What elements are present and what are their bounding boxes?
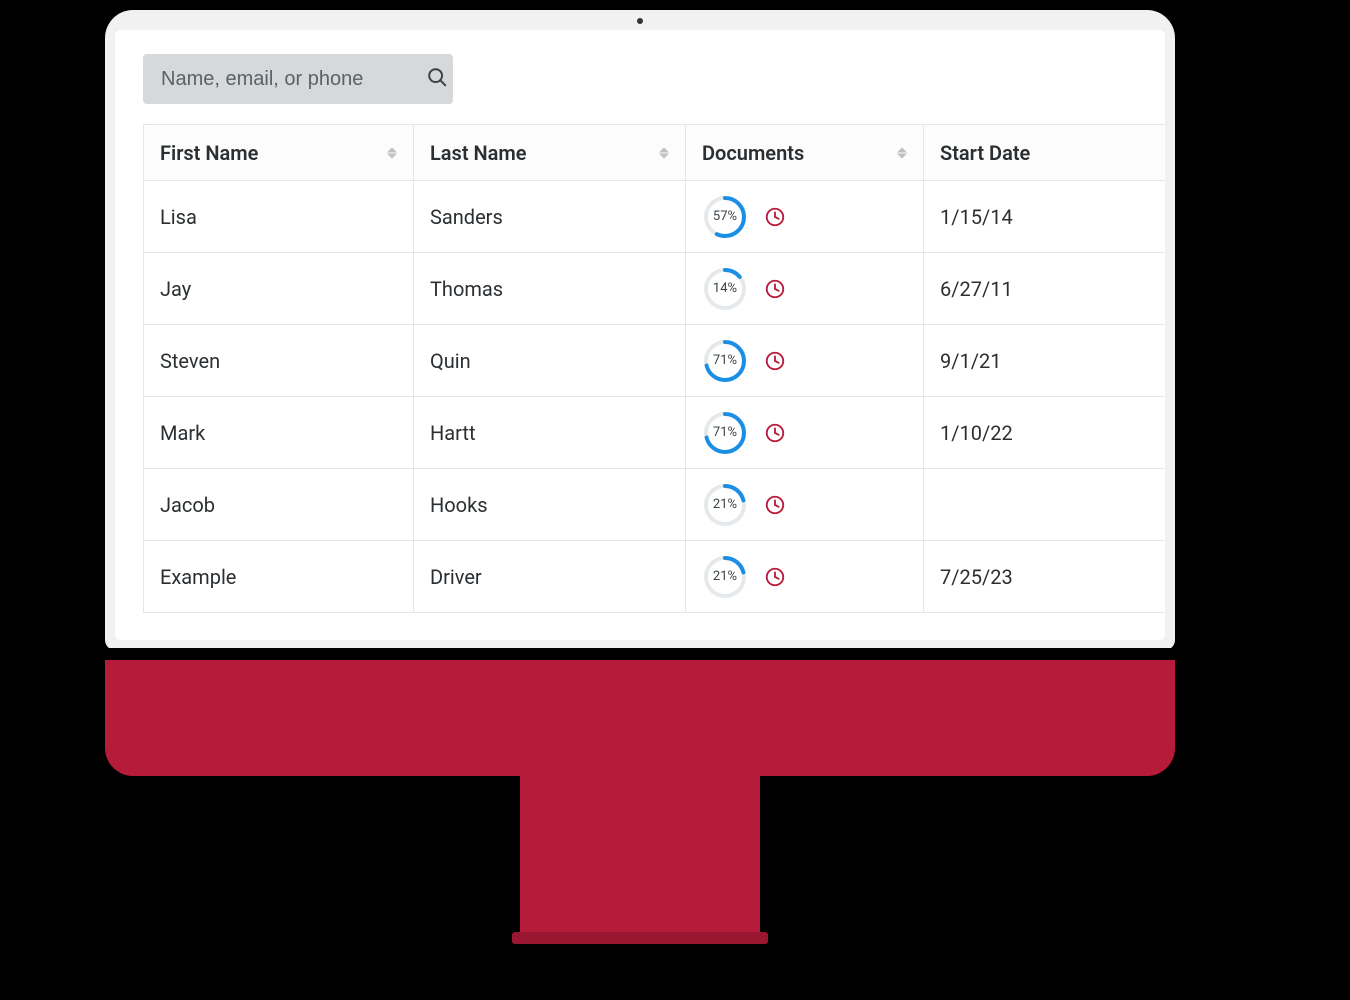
cell-documents: 57% [686, 181, 924, 253]
cell-first-name: Lisa [144, 181, 414, 253]
monitor-foot [512, 932, 768, 944]
search-box[interactable] [143, 54, 453, 104]
cell-start-date: 9/1/21 [924, 325, 1166, 397]
cell-first-name: Example [144, 541, 414, 613]
column-label: Last Name [430, 141, 527, 165]
table-row[interactable]: MarkHartt 71% 1/10/22 [144, 397, 1166, 469]
progress-ring: 57% [702, 194, 748, 240]
progress-ring: 21% [702, 554, 748, 600]
sort-icon[interactable] [387, 147, 397, 158]
column-header-start-date[interactable]: Start Date [924, 125, 1166, 181]
column-label: Start Date [940, 141, 1030, 165]
column-header-documents[interactable]: Documents [686, 125, 924, 181]
cell-last-name: Driver [414, 541, 686, 613]
monitor-frame: First Name Last Name Documents Start Dat… [105, 10, 1175, 650]
search-icon [426, 66, 448, 92]
table-row[interactable]: ExampleDriver 21% 7/25/23 [144, 541, 1166, 613]
progress-label: 71% [702, 410, 748, 456]
table-row[interactable]: LisaSanders 57% 1/15/14 [144, 181, 1166, 253]
cell-last-name: Thomas [414, 253, 686, 325]
table-row[interactable]: StevenQuin 71% 9/1/21 [144, 325, 1166, 397]
table-body: LisaSanders 57% 1/15/14 JayThomas 14% 6/27/11… [144, 181, 1166, 613]
clock-icon [764, 206, 786, 228]
clock-icon [764, 422, 786, 444]
app-screen: First Name Last Name Documents Start Dat… [115, 30, 1165, 640]
cell-documents: 71% [686, 325, 924, 397]
cell-last-name: Quin [414, 325, 686, 397]
cell-start-date [924, 469, 1166, 541]
progress-label: 14% [702, 266, 748, 312]
column-label: Documents [702, 141, 804, 165]
column-label: First Name [160, 141, 258, 165]
progress-label: 71% [702, 338, 748, 384]
progress-label: 21% [702, 554, 748, 600]
search-input[interactable] [161, 68, 426, 91]
clock-icon [764, 566, 786, 588]
cell-first-name: Steven [144, 325, 414, 397]
cell-start-date: 1/15/14 [924, 181, 1166, 253]
column-header-last-name[interactable]: Last Name [414, 125, 686, 181]
cell-first-name: Jay [144, 253, 414, 325]
clock-icon [764, 494, 786, 516]
cell-documents: 14% [686, 253, 924, 325]
column-header-first-name[interactable]: First Name [144, 125, 414, 181]
camera-dot [637, 18, 643, 24]
cell-first-name: Jacob [144, 469, 414, 541]
cell-documents: 21% [686, 469, 924, 541]
table-row[interactable]: JacobHooks 21% [144, 469, 1166, 541]
sort-icon[interactable] [897, 147, 907, 158]
cell-start-date: 7/25/23 [924, 541, 1166, 613]
sort-icon[interactable] [659, 147, 669, 158]
monitor-chin [105, 648, 1175, 660]
cell-documents: 71% [686, 397, 924, 469]
table-header-row: First Name Last Name Documents Start Dat… [144, 125, 1166, 181]
cell-last-name: Hartt [414, 397, 686, 469]
clock-icon [764, 278, 786, 300]
cell-start-date: 6/27/11 [924, 253, 1166, 325]
cell-start-date: 1/10/22 [924, 397, 1166, 469]
cell-documents: 21% [686, 541, 924, 613]
cell-last-name: Sanders [414, 181, 686, 253]
progress-ring: 71% [702, 338, 748, 384]
drivers-table: First Name Last Name Documents Start Dat… [143, 124, 1165, 613]
cell-first-name: Mark [144, 397, 414, 469]
progress-ring: 71% [702, 410, 748, 456]
progress-label: 57% [702, 194, 748, 240]
monitor-stand [520, 776, 760, 936]
clock-icon [764, 350, 786, 372]
table-row[interactable]: JayThomas 14% 6/27/11 [144, 253, 1166, 325]
monitor-base [105, 660, 1175, 776]
progress-label: 21% [702, 482, 748, 528]
progress-ring: 21% [702, 482, 748, 528]
cell-last-name: Hooks [414, 469, 686, 541]
progress-ring: 14% [702, 266, 748, 312]
